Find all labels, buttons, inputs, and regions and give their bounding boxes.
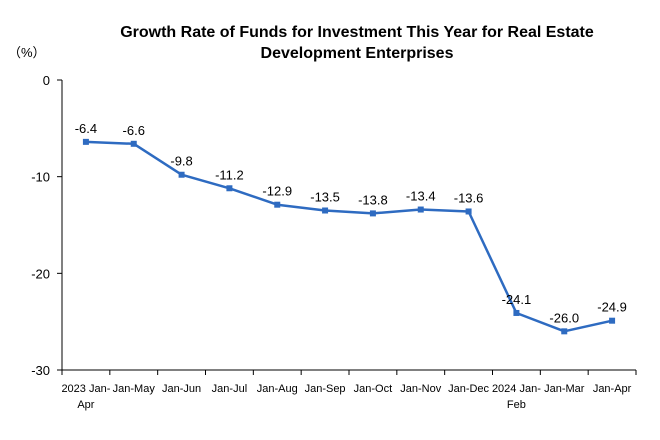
data-point-marker (561, 328, 568, 335)
data-label: -6.4 (75, 121, 97, 136)
data-label: -24.9 (597, 300, 627, 315)
data-label: -11.2 (215, 167, 244, 182)
data-point-marker (178, 171, 185, 178)
data-point-marker (417, 206, 424, 213)
chart-title-line-2: Development Enterprises (261, 45, 454, 62)
data-label: -13.5 (310, 190, 340, 205)
x-tick-label: Jan-Nov (400, 383, 441, 395)
y-tick-label: -20 (31, 266, 50, 281)
x-tick-label: Jan-Mar (544, 383, 585, 395)
y-tick-label: 0 (43, 73, 50, 88)
data-point-marker (369, 210, 376, 217)
data-label: -12.9 (262, 184, 292, 199)
data-point-marker (609, 317, 616, 324)
data-point-marker (274, 201, 281, 208)
x-tick-label: 2023 Jan- (61, 383, 110, 395)
series-line (85, 140, 613, 333)
x-tick-label: Jan-Jul (212, 383, 247, 395)
y-axis-unit-label: （%） (8, 45, 46, 60)
plot-area: 0 -10 -20 -30 2023 Jan- Apr Jan-May Jan-Jun Jan-… (31, 73, 637, 411)
data-label: -13.6 (454, 190, 484, 205)
data-point-marker (513, 309, 520, 316)
data-point-marker (465, 208, 472, 215)
x-tick-label: Jan-Dec (448, 383, 489, 395)
data-label: -24.1 (502, 292, 532, 307)
data-point-marker (322, 207, 329, 214)
data-label: -26.0 (549, 310, 579, 325)
x-tick-label: Feb (507, 399, 526, 411)
data-label: -13.4 (406, 189, 436, 204)
data-point-marker (82, 138, 89, 145)
x-tick-label: Jan-Aug (257, 383, 298, 395)
data-point-marker (226, 185, 233, 192)
x-tick-label: Jan-Apr (593, 383, 632, 395)
x-tick-label: 2024 Jan- (492, 383, 541, 395)
y-tick-label: -30 (31, 363, 50, 378)
x-tick-label: Jan-Sep (305, 383, 346, 395)
x-tick-label: Apr (77, 399, 94, 411)
x-tick-label: Jan-May (113, 383, 156, 395)
x-tick-label: Jan-Oct (354, 383, 393, 395)
data-label: -13.8 (358, 192, 388, 207)
chart-title-line-1: Growth Rate of Funds for Investment This… (120, 24, 594, 41)
y-tick-label: -10 (31, 170, 50, 185)
data-label: -6.6 (123, 123, 145, 138)
x-tick-label: Jan-Jun (162, 383, 201, 395)
data-label: -9.8 (170, 154, 192, 169)
data-point-marker (130, 140, 137, 147)
